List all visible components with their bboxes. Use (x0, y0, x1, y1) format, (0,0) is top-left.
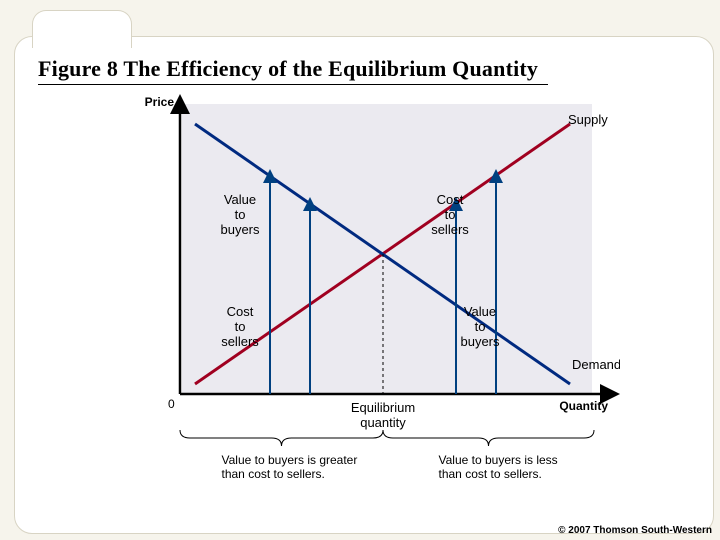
svg-text:sellers: sellers (431, 222, 469, 237)
title-underline (38, 84, 548, 85)
svg-text:Price: Price (145, 95, 175, 109)
svg-text:than cost to sellers.: than cost to sellers. (222, 467, 325, 481)
svg-text:buyers: buyers (460, 334, 500, 349)
efficiency-chart: PriceQuantity0SupplyDemandValuetobuyersC… (140, 94, 620, 434)
svg-text:buyers: buyers (220, 222, 260, 237)
svg-text:Quantity: Quantity (559, 399, 608, 413)
svg-text:sellers: sellers (221, 334, 259, 349)
copyright-text: © 2007 Thomson South-Western (558, 525, 712, 536)
svg-text:Value: Value (224, 192, 256, 207)
figure-title: Figure 8 The Efficiency of the Equilibri… (38, 56, 538, 82)
svg-text:0: 0 (168, 397, 175, 411)
svg-text:to: to (475, 319, 486, 334)
svg-text:Supply: Supply (568, 112, 608, 127)
svg-text:to: to (445, 207, 456, 222)
svg-text:Equilibrium: Equilibrium (351, 400, 415, 415)
svg-text:Cost: Cost (437, 192, 464, 207)
svg-text:to: to (235, 319, 246, 334)
svg-text:quantity: quantity (360, 415, 406, 430)
svg-text:Demand: Demand (572, 357, 620, 372)
svg-text:Value: Value (464, 304, 496, 319)
svg-text:than cost to sellers.: than cost to sellers. (439, 467, 542, 481)
svg-text:Value to buyers is less: Value to buyers is less (439, 453, 558, 467)
svg-text:Value to buyers is greater: Value to buyers is greater (222, 453, 358, 467)
svg-text:to: to (235, 207, 246, 222)
chart-svg: PriceQuantity0SupplyDemandValuetobuyersC… (140, 94, 620, 494)
folder-tab (32, 10, 132, 48)
svg-text:Cost: Cost (227, 304, 254, 319)
